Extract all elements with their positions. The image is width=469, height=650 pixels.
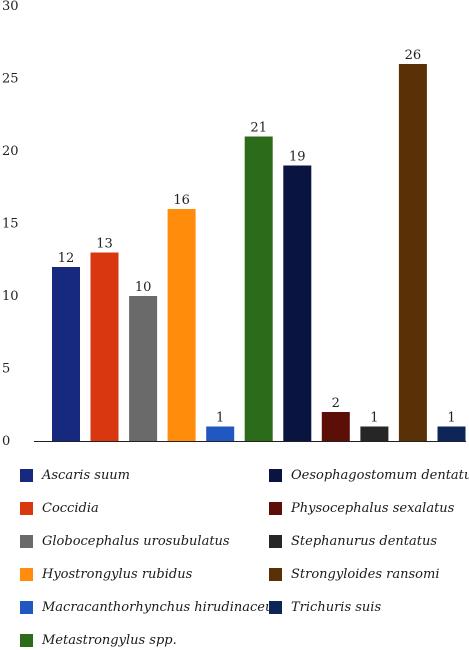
legend-swatch [20,468,33,482]
bar-data-label: 21 [250,121,267,136]
legend-item: Stephanurus dentatus [269,531,437,551]
bar [398,64,427,441]
y-tick-label: 20 [2,144,19,159]
legend-swatch [269,600,282,614]
bar-data-label: 2 [332,396,340,411]
legend-swatch [20,600,33,614]
bar [206,426,235,441]
legend-label: Physocephalus sexalatus [291,500,455,516]
bar [360,426,389,441]
legend-label: Hyostrongylus rubidus [42,566,193,582]
legend-item: Metastrongylus spp. [20,630,177,650]
y-tick-label: 15 [2,217,19,232]
legend-label: Macracanthorhynchus hirudinaceus [42,599,281,615]
y-axis: 0 5 10 15 20 25 30 [2,0,19,449]
legend-item: Macracanthorhynchus hirudinaceus [20,597,280,617]
legend-item: Hyostrongylus rubidus [20,564,192,584]
y-tick-label: 30 [2,0,19,14]
legend-label: Oesophagostomum dentatum [291,467,469,483]
legend-item: Coccidia [20,498,99,518]
legend-item: Globocephalus urosubulatus [20,531,230,551]
bar-data-label: 19 [289,150,306,165]
y-tick-label: 10 [2,289,19,304]
legend-label: Coccidia [42,500,99,516]
y-tick-label: 5 [2,362,10,377]
bar-data-label: 26 [405,48,422,63]
legend-label: Stephanurus dentatus [291,533,438,549]
bar-data-label: 1 [216,411,224,426]
legend-label: Globocephalus urosubulatus [42,533,230,549]
legend-swatch [20,633,33,647]
bar [90,252,119,441]
legend-swatch [20,501,33,515]
bar [129,296,158,441]
bar-data-label: 16 [173,193,190,208]
legend-swatch [269,501,282,515]
legend-label: Strongyloides ransomi [291,566,440,582]
bar [167,209,196,441]
bar [244,136,273,441]
legend-swatch [269,567,282,581]
legend: Ascaris suum Coccidia Globocephalus urosub… [0,455,469,648]
legend-item: Ascaris suum [20,465,130,485]
legend-item: Strongyloides ransomi [269,564,440,584]
bar [321,412,350,441]
legend-label: Metastrongylus spp. [42,632,177,648]
legend-item: Oesophagostomum dentatum [269,465,469,485]
bar-data-label: 13 [96,237,113,252]
bar [283,165,312,441]
bar-data-label: 1 [447,411,455,426]
bar-data-label: 12 [58,251,75,266]
legend-swatch [20,534,33,548]
legend-item: Trichuris suis [269,597,381,617]
bar [437,426,466,441]
legend-label: Ascaris suum [42,467,131,483]
bar-data-label: 10 [135,280,152,295]
y-tick-label: 25 [2,72,19,87]
legend-label: Trichuris suis [291,599,382,615]
bar [52,267,80,441]
legend-swatch [20,567,33,581]
legend-swatch [269,534,282,548]
bar-data-label: 1 [370,411,378,426]
y-tick-label: 0 [2,434,10,449]
bars [52,64,466,441]
legend-item: Physocephalus sexalatus [269,498,454,518]
legend-swatch [269,468,282,482]
